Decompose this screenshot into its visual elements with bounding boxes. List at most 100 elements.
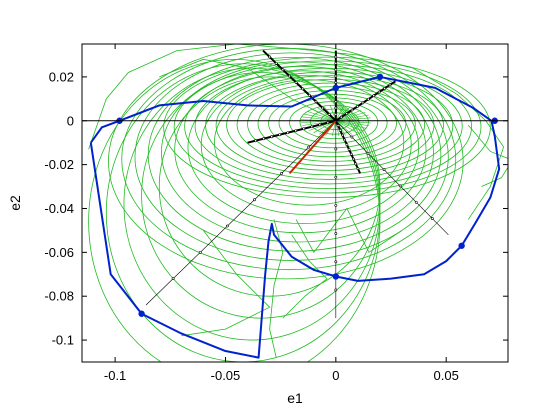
spoke-marker xyxy=(341,133,344,137)
spoke-marker xyxy=(366,97,370,101)
spoke-marker xyxy=(334,288,338,292)
spoke-marker xyxy=(281,68,285,72)
boundary-marker xyxy=(458,242,465,249)
spoke-marker xyxy=(338,128,342,132)
trajectory-loop xyxy=(134,52,449,261)
trajectory-loop xyxy=(184,64,472,189)
trajectory-path xyxy=(181,230,271,337)
spoke-marker xyxy=(334,147,338,151)
boundary-layer xyxy=(89,73,501,359)
spoke-marker xyxy=(356,105,359,108)
trajectory-loop xyxy=(161,61,434,243)
spoke-marker xyxy=(334,232,338,235)
boundary-marker xyxy=(332,273,340,280)
boundary-marker xyxy=(138,310,145,317)
spoke-marker xyxy=(354,162,358,166)
trajectory-fan-line xyxy=(307,111,336,122)
spoke-marker xyxy=(334,74,338,78)
trajectory-fan-line xyxy=(335,120,370,127)
spoke-marker xyxy=(225,224,229,228)
spoke-marker xyxy=(307,145,311,149)
axes-box xyxy=(81,43,509,363)
spoke-marker xyxy=(198,250,202,254)
boundary-line xyxy=(89,75,501,359)
spoke-marker xyxy=(310,125,314,129)
spoke-marker xyxy=(254,139,257,143)
spoke-marker xyxy=(334,175,338,179)
spoke-line xyxy=(335,120,449,236)
axes-layer xyxy=(81,43,509,363)
boundary-marker xyxy=(376,73,384,81)
spoke-marker xyxy=(318,123,322,127)
y-tick-label: 0 xyxy=(67,113,74,128)
y-axis-label: e2 xyxy=(7,195,23,211)
spoke-marker xyxy=(349,152,353,156)
spoke-marker xyxy=(334,106,338,110)
y-ticks: 0.02 0 -0.02 -0.04 -0.06 -0.08 -0.1 xyxy=(44,69,508,348)
x-tick-label: -0.1 xyxy=(104,368,126,383)
spoke-marker xyxy=(314,100,318,104)
spoke-marker xyxy=(262,137,265,141)
spoke-marker xyxy=(366,151,370,155)
spoke-marker xyxy=(253,198,256,202)
x-tick-label: 0.05 xyxy=(434,368,459,383)
spokes-layer xyxy=(145,49,449,319)
spoke-marker xyxy=(334,81,338,84)
trajectory-layer xyxy=(88,44,508,362)
spoke-marker xyxy=(334,112,338,116)
spoke-marker xyxy=(345,143,349,147)
spoke-line xyxy=(145,120,337,306)
trajectory-path xyxy=(282,234,328,319)
spoke-marker xyxy=(382,168,386,172)
trajectory-path xyxy=(295,207,403,254)
spoke-marker xyxy=(171,277,175,281)
spoke-marker xyxy=(334,260,338,264)
trajectory-loop xyxy=(200,74,412,215)
spoke-marker xyxy=(334,93,338,97)
spoke-marker xyxy=(294,81,298,84)
trajectory-loop xyxy=(173,60,482,194)
trajectory-fan-line xyxy=(313,120,336,133)
spoke-marker xyxy=(274,61,278,65)
trajectory-fan-line xyxy=(335,120,363,132)
spoke-marker xyxy=(398,184,402,188)
trajectory-fan-line xyxy=(331,120,337,137)
trajectory-fan-line xyxy=(335,105,345,121)
trajectory-fan-line xyxy=(312,109,336,122)
spoke-marker xyxy=(288,74,291,78)
y-tick-label: -0.06 xyxy=(44,245,74,260)
trajectory-loop xyxy=(289,101,379,144)
spoke-marker xyxy=(327,112,331,116)
trajectory-loop xyxy=(187,70,420,225)
spoke-marker xyxy=(307,93,311,97)
y-tick-label: -0.1 xyxy=(52,333,74,348)
spoke-marker xyxy=(280,171,283,175)
x-axis-label: e1 xyxy=(287,390,303,406)
trajectory-fan-line xyxy=(335,120,358,134)
x-ticks: -0.1 -0.05 0 0.05 xyxy=(104,44,459,383)
spoke-marker xyxy=(294,129,298,133)
spoke-marker xyxy=(270,135,274,139)
y-tick-label: -0.02 xyxy=(44,157,74,172)
spoke-marker xyxy=(430,217,434,220)
spoke-marker xyxy=(350,135,354,139)
heading-line xyxy=(288,120,337,175)
spoke-marker xyxy=(356,167,360,171)
spoke-line xyxy=(262,49,337,122)
trajectory-loop xyxy=(214,79,405,206)
boundary-marker xyxy=(332,84,340,92)
trajectory-loop xyxy=(88,59,381,362)
spoke-marker xyxy=(372,94,376,98)
spoke-marker xyxy=(286,131,290,135)
spoke-marker xyxy=(350,108,354,112)
trajectory-fan-line xyxy=(335,120,353,135)
spoke-marker xyxy=(414,200,418,204)
trajectory-loop xyxy=(236,82,426,167)
spoke-marker xyxy=(334,55,338,59)
spoke-marker xyxy=(336,124,340,127)
spoke-marker xyxy=(268,55,272,59)
trajectory-loop xyxy=(174,65,427,234)
trajectory-path xyxy=(467,124,508,187)
